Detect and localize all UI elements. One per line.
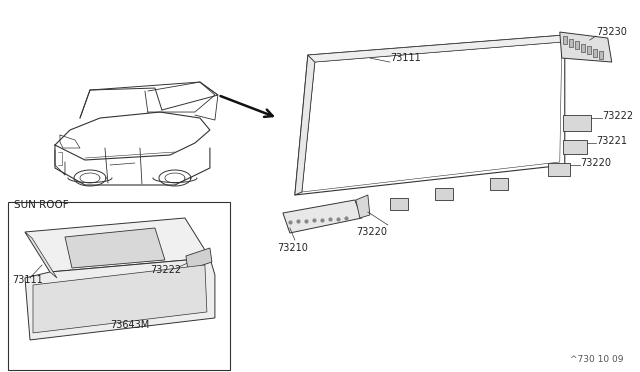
Polygon shape xyxy=(580,44,585,52)
Polygon shape xyxy=(33,265,207,333)
Text: 73210: 73210 xyxy=(277,243,308,253)
Polygon shape xyxy=(599,51,603,59)
Polygon shape xyxy=(65,228,165,268)
Polygon shape xyxy=(575,41,579,49)
Polygon shape xyxy=(25,232,57,278)
Polygon shape xyxy=(308,35,564,62)
Polygon shape xyxy=(283,200,362,233)
Text: 73230: 73230 xyxy=(596,27,627,37)
Text: 73220: 73220 xyxy=(356,227,387,237)
Polygon shape xyxy=(435,188,453,200)
Text: 73643M: 73643M xyxy=(110,320,149,330)
Polygon shape xyxy=(295,55,315,195)
Polygon shape xyxy=(587,46,591,54)
Polygon shape xyxy=(390,198,408,210)
Polygon shape xyxy=(560,32,612,62)
Polygon shape xyxy=(569,39,573,46)
Text: 73111: 73111 xyxy=(390,53,420,63)
Polygon shape xyxy=(356,195,370,218)
Polygon shape xyxy=(548,163,570,176)
Text: ^730 10 09: ^730 10 09 xyxy=(570,355,623,365)
Text: 73221: 73221 xyxy=(596,136,627,146)
Polygon shape xyxy=(563,140,587,154)
Text: SUN ROOF: SUN ROOF xyxy=(14,200,68,210)
Text: 73222: 73222 xyxy=(602,111,633,121)
Polygon shape xyxy=(593,49,596,57)
Bar xyxy=(8,202,230,370)
Polygon shape xyxy=(25,218,210,272)
Polygon shape xyxy=(563,36,567,44)
Polygon shape xyxy=(563,115,591,131)
Polygon shape xyxy=(490,178,508,190)
Polygon shape xyxy=(25,258,215,340)
Text: 73222: 73222 xyxy=(150,265,181,275)
Text: 73220: 73220 xyxy=(580,158,611,168)
Polygon shape xyxy=(186,248,212,270)
Text: 73111: 73111 xyxy=(12,275,43,285)
